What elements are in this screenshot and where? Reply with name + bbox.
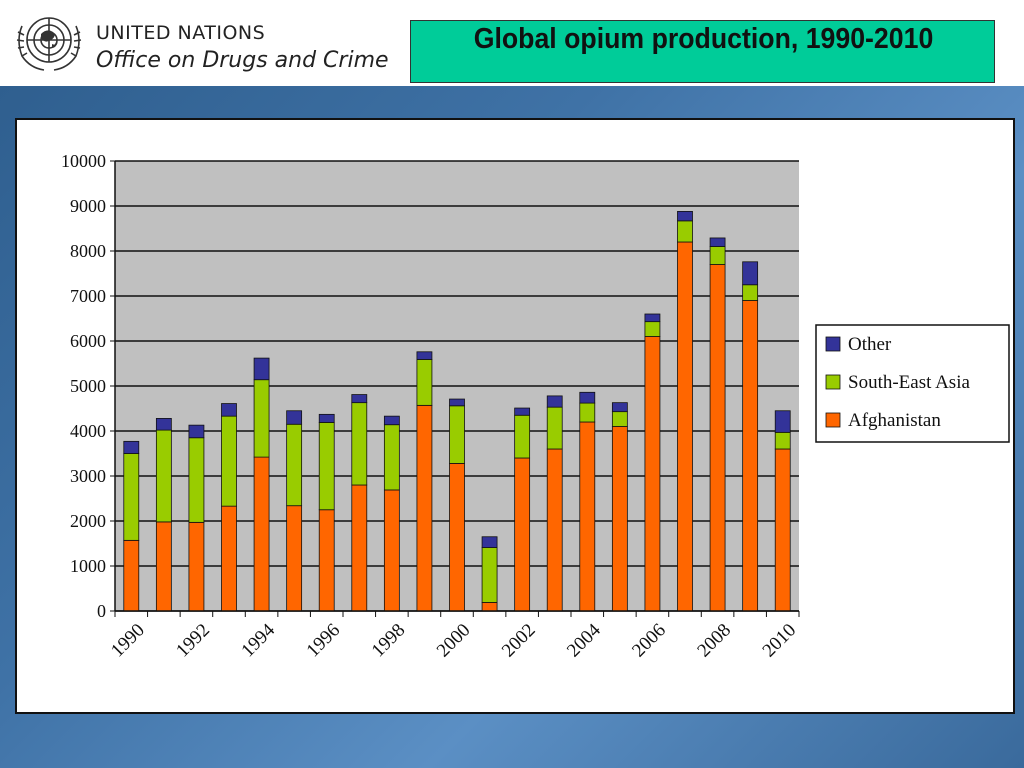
bar-other-1991 bbox=[155, 417, 172, 431]
bar-afghanistan-1996 bbox=[318, 509, 335, 612]
bar-other-1995 bbox=[286, 410, 303, 425]
un-emblem-icon bbox=[16, 17, 82, 71]
bar-south-east-asia-1990 bbox=[123, 453, 140, 541]
bar-afghanistan-1993 bbox=[221, 505, 237, 612]
title-box: Global opium production, 1990-2010 bbox=[410, 20, 995, 83]
bar-other-2008 bbox=[709, 237, 726, 247]
bar-other-2006 bbox=[644, 313, 661, 323]
bar-afghanistan-2001 bbox=[481, 602, 498, 612]
legend-swatch-other bbox=[825, 336, 841, 352]
y-tick-label: 0 bbox=[97, 601, 106, 621]
bar-south-east-asia-2000 bbox=[449, 405, 465, 464]
bar-afghanistan-2010 bbox=[774, 448, 791, 612]
bar-other-2004 bbox=[579, 391, 596, 404]
bar-afghanistan-1995 bbox=[286, 505, 303, 612]
bar-south-east-asia-1997 bbox=[351, 402, 368, 486]
bar-afghanistan-1991 bbox=[155, 521, 172, 612]
y-tick-label: 3000 bbox=[70, 466, 106, 486]
bar-south-east-asia-2003 bbox=[546, 406, 563, 450]
org-name: UNITED NATIONS bbox=[96, 22, 266, 44]
bar-south-east-asia-2009 bbox=[742, 284, 759, 301]
bar-south-east-asia-2007 bbox=[677, 220, 693, 243]
bar-afghanistan-1992 bbox=[188, 521, 205, 612]
bar-south-east-asia-2010 bbox=[774, 431, 791, 450]
x-tick-label: 2004 bbox=[563, 619, 605, 661]
bar-other-1992 bbox=[188, 424, 205, 439]
x-tick-label: 2006 bbox=[628, 620, 670, 662]
bar-other-2010 bbox=[774, 410, 791, 433]
bar-afghanistan-1998 bbox=[383, 489, 400, 612]
bar-afghanistan-2009 bbox=[742, 300, 759, 612]
x-tick-label: 2008 bbox=[693, 620, 735, 662]
x-tick-label: 1990 bbox=[107, 620, 149, 662]
bar-afghanistan-2000 bbox=[449, 462, 465, 612]
bar-south-east-asia-1998 bbox=[383, 424, 400, 491]
bar-south-east-asia-2006 bbox=[644, 321, 661, 337]
bar-afghanistan-2004 bbox=[579, 421, 596, 612]
chart-title: Global opium production, 1990-2010 bbox=[473, 23, 934, 55]
legend-swatch-south-east-asia bbox=[825, 374, 841, 390]
bar-afghanistan-2003 bbox=[546, 448, 563, 612]
bar-other-2007 bbox=[677, 211, 693, 222]
legend-label-other: Other bbox=[848, 334, 892, 355]
legend-label-afghanistan: Afghanistan bbox=[848, 410, 941, 431]
bar-other-2009 bbox=[742, 261, 759, 286]
bar-afghanistan-2008 bbox=[709, 264, 726, 612]
bar-other-1999 bbox=[416, 351, 433, 360]
org-office-name: Office on Drugs and Crime bbox=[96, 48, 389, 73]
bar-south-east-asia-1991 bbox=[155, 429, 172, 523]
bar-south-east-asia-2005 bbox=[611, 411, 628, 427]
bar-south-east-asia-2002 bbox=[514, 414, 531, 459]
bar-south-east-asia-1999 bbox=[416, 359, 433, 406]
legend bbox=[815, 324, 1010, 443]
x-tick-label: 1992 bbox=[172, 620, 214, 662]
bar-south-east-asia-2004 bbox=[579, 402, 596, 423]
x-tick-label: 1994 bbox=[237, 619, 279, 661]
chart-panel: 0 1000 2000 3000 4000 5000 6000 7000 8000 9000 100… bbox=[15, 118, 1015, 714]
bar-other-2002 bbox=[514, 407, 531, 416]
bar-afghanistan-2006 bbox=[644, 336, 661, 612]
bar-other-1997 bbox=[351, 394, 368, 404]
bar-afghanistan-1997 bbox=[351, 484, 368, 612]
bar-south-east-asia-1996 bbox=[318, 422, 335, 511]
bar-other-1993 bbox=[221, 403, 237, 417]
bar-other-1990 bbox=[123, 440, 140, 454]
bar-afghanistan-1994 bbox=[253, 456, 270, 612]
bar-south-east-asia-2008 bbox=[709, 246, 726, 265]
y-tick-label: 6000 bbox=[70, 331, 106, 351]
stacked-bar-chart: 0 1000 2000 3000 4000 5000 6000 7000 8000 9000 100… bbox=[61, 151, 1010, 662]
bar-south-east-asia-1992 bbox=[188, 437, 205, 523]
bar-other-1994 bbox=[253, 357, 270, 381]
x-tick-label: 2002 bbox=[498, 620, 540, 662]
x-tick-label: 1996 bbox=[303, 620, 345, 662]
bar-south-east-asia-1995 bbox=[286, 423, 303, 507]
y-tick-label: 1000 bbox=[70, 556, 106, 576]
legend-label-south-east-asia: South-East Asia bbox=[848, 372, 970, 393]
bar-other-2001 bbox=[481, 536, 498, 548]
y-tick-label: 7000 bbox=[70, 286, 106, 306]
y-tick-label: 8000 bbox=[70, 241, 106, 261]
bar-south-east-asia-1993 bbox=[221, 415, 237, 507]
bar-other-1998 bbox=[383, 415, 400, 426]
y-tick-label: 10000 bbox=[61, 151, 106, 171]
bar-afghanistan-2005 bbox=[611, 426, 628, 612]
bar-afghanistan-2002 bbox=[514, 457, 531, 612]
bar-south-east-asia-2001 bbox=[481, 547, 498, 603]
bar-other-1996 bbox=[318, 413, 335, 423]
x-tick-label: 2000 bbox=[433, 620, 475, 662]
x-tick-label: 1998 bbox=[368, 620, 410, 662]
x-tick-label: 2010 bbox=[759, 620, 801, 662]
legend-swatch-afghanistan bbox=[825, 412, 841, 428]
bar-other-2003 bbox=[546, 395, 563, 408]
y-tick-label: 5000 bbox=[70, 376, 106, 396]
bar-other-2005 bbox=[611, 402, 628, 413]
bar-south-east-asia-1994 bbox=[253, 379, 270, 458]
y-tick-label: 4000 bbox=[70, 421, 106, 441]
bar-afghanistan-1990 bbox=[123, 539, 140, 612]
y-tick-label: 9000 bbox=[70, 196, 106, 216]
bar-afghanistan-2007 bbox=[677, 241, 693, 612]
bar-afghanistan-1999 bbox=[416, 404, 433, 612]
y-tick-label: 2000 bbox=[70, 511, 106, 531]
bar-other-2000 bbox=[449, 398, 465, 407]
